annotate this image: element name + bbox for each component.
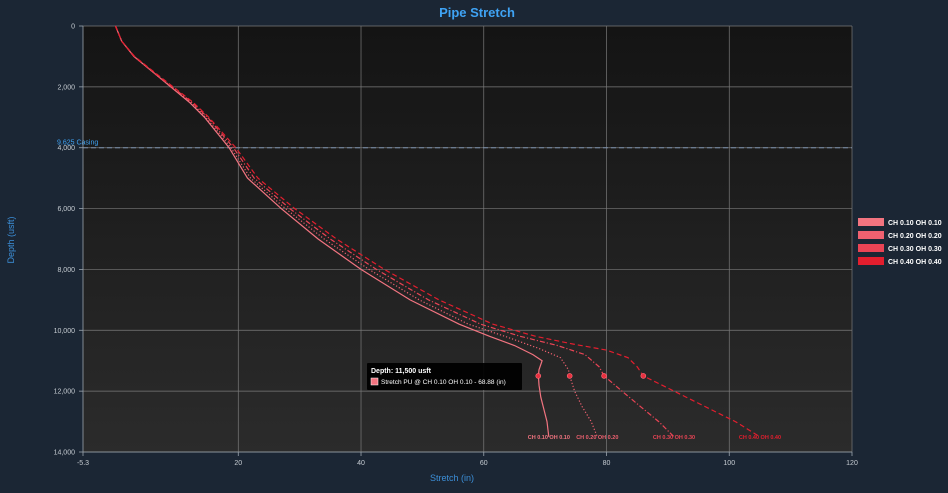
tooltip-line: Stretch PU @ CH 0.10 OH 0.10 - 68.88 (in… [381,379,506,386]
legend-swatch [858,231,884,239]
series-end-label: CH 0.20 OH 0.20 [576,435,618,441]
x-tick-label: 100 [723,460,735,467]
x-tick-label: 20 [234,460,242,467]
series-line-3 [114,25,675,438]
legend-label: CH 0.30 OH 0.30 [888,246,942,253]
casing-label: 9.625 Casing [57,140,98,147]
hover-markers [535,373,647,379]
legend-swatch [858,218,884,226]
legend-label: CH 0.20 OH 0.20 [888,233,942,240]
legend-swatch [858,244,884,252]
tooltip-box [367,363,522,390]
legend-label: CH 0.10 OH 0.10 [888,220,942,227]
y-tick-label: 14,000 [54,450,76,457]
y-tick-label: 12,000 [54,389,76,396]
legend: CH 0.10 OH 0.10 CH 0.20 OH 0.20 CH 0.30 OH… [858,218,942,266]
y-tick-label: 0 [71,24,75,31]
y-axis-label: Depth (usft) [6,216,16,263]
series-end-labels: CH 0.10 OH 0.10 CH 0.20 OH 0.20 CH 0.30 OH… [528,435,781,441]
y-tick-label: 10,000 [54,328,76,335]
x-tick-label: 120 [846,460,858,467]
tooltip-swatch [370,377,379,386]
tooltip-title: Depth: 11,500 usft [371,368,432,375]
x-axis-label: Stretch (in) [430,473,474,483]
hover-marker [640,373,647,379]
series-end-label: CH 0.40 OH 0.40 [739,435,781,441]
hover-marker [566,373,573,379]
series-end-label: CH 0.30 OH 0.30 [653,435,695,441]
chart-title: Pipe Stretch [439,5,515,20]
hover-marker [535,373,542,379]
tooltip: Depth: 11,500 usft Stretch PU @ CH 0.10 O… [367,363,522,390]
legend-swatch [858,257,884,265]
y-tick-label: 6,000 [57,206,75,213]
axes: -5.3 20 40 60 80 100 120 0 2,000 4,000 6,000 8,000 1… [54,24,858,468]
series-line-1 [114,25,550,437]
legend-label: CH 0.40 OH 0.40 [888,259,942,266]
x-tick-label: 80 [603,460,611,467]
y-tick-label: 4,000 [57,145,75,152]
y-tick-label: 8,000 [57,267,75,274]
series-end-label: CH 0.10 OH 0.10 [528,435,570,441]
hover-marker [601,373,607,379]
y-tick-label: 2,000 [57,84,75,91]
x-tick-label: 40 [357,460,365,467]
x-tick-label: -5.3 [77,460,89,467]
reference-line: 9.625 Casing [57,140,852,149]
x-tick-label: 60 [480,460,488,467]
